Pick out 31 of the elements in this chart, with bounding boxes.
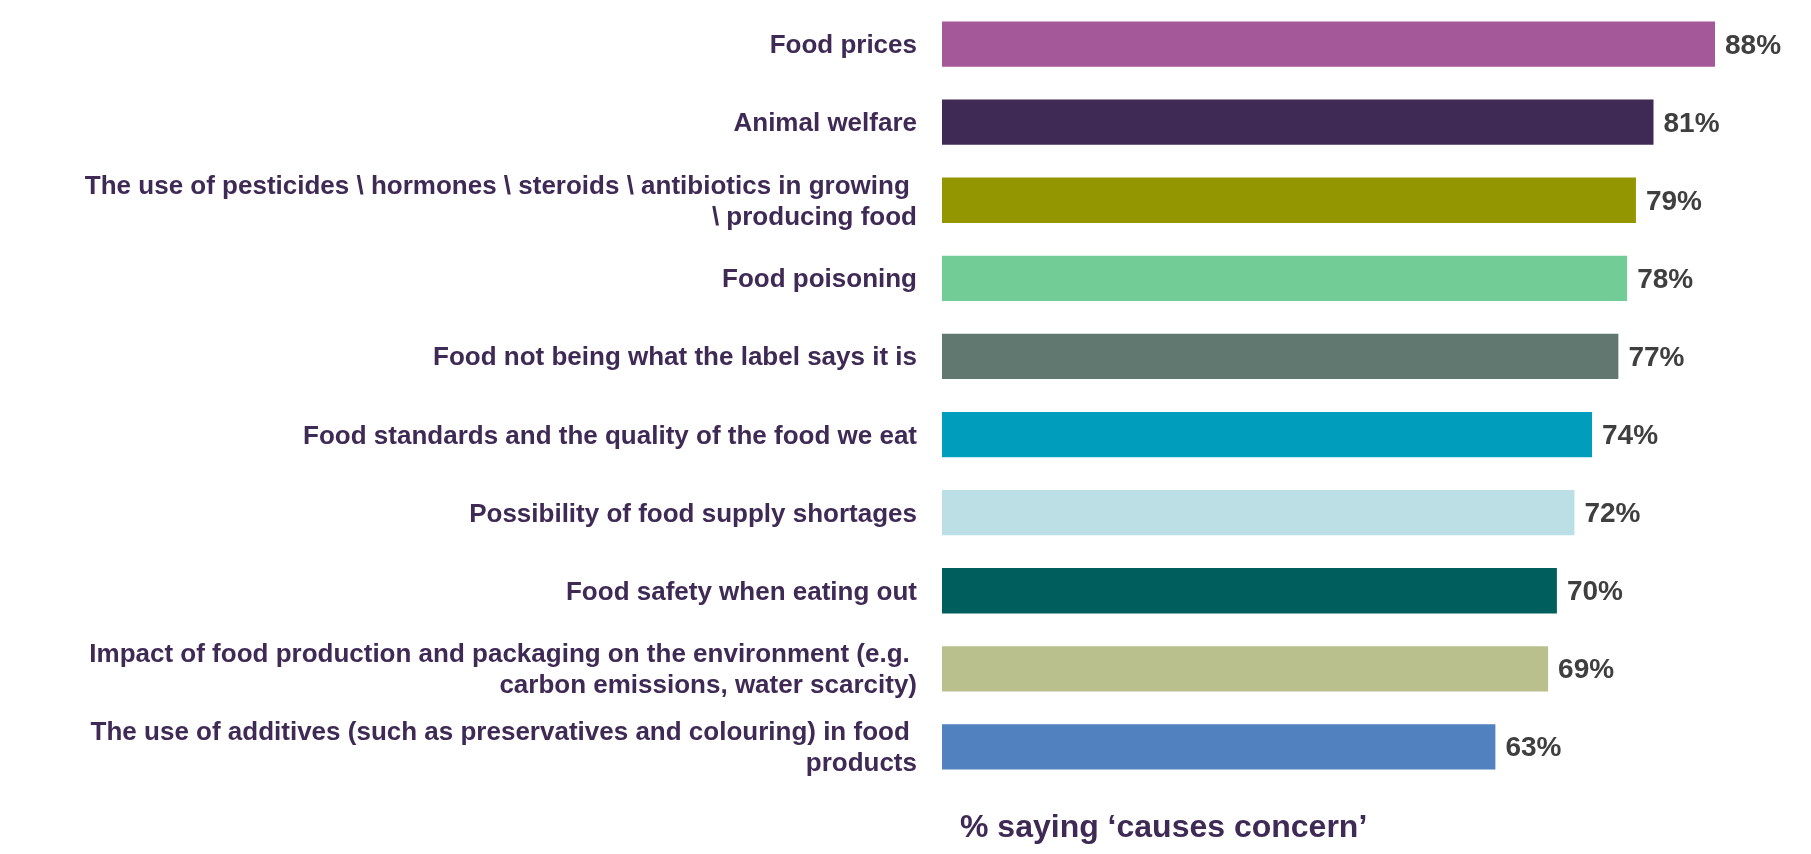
bar	[942, 568, 1557, 614]
y-tick-label: The use of pesticides \ hormones \ steroids \ antibiotics in growing \ producing food	[84, 169, 917, 231]
data-label: 77%	[1628, 340, 1685, 372]
bar	[942, 724, 1496, 770]
data-label: 72%	[1584, 497, 1641, 529]
data-label: 63%	[1505, 731, 1562, 763]
bar	[942, 646, 1549, 692]
data-label: 78%	[1637, 262, 1694, 294]
data-label: 81%	[1663, 106, 1720, 138]
y-tick-label: The use of additives (such as preservatives and colouring) in food products	[90, 716, 917, 778]
bar	[942, 177, 1636, 223]
y-tick-label: Food safety when eating out	[565, 575, 918, 606]
y-tick-label: Food standards and the quality of the food we eat	[303, 419, 918, 450]
bar	[942, 255, 1628, 301]
y-tick-label: Food poisoning	[722, 263, 917, 294]
bar	[942, 333, 1619, 380]
data-label: 88%	[1725, 28, 1782, 60]
y-tick-label: Impact of food production and packaging on the environment (e.g. carbon emissions, water scarcity)	[89, 638, 917, 700]
bar	[942, 21, 1715, 67]
bar	[942, 99, 1654, 145]
x-axis-title: % saying ‘causes concern’	[960, 808, 1368, 844]
data-label: 74%	[1602, 419, 1659, 451]
data-label: 69%	[1558, 653, 1615, 685]
data-label: 79%	[1645, 184, 1703, 216]
data-label: 70%	[1566, 575, 1624, 607]
bar	[942, 411, 1593, 458]
y-tick-label: Possibility of food supply shortages	[469, 497, 917, 528]
y-tick-label: Food prices	[769, 29, 917, 60]
y-tick-label: Food not being what the label says it is	[433, 341, 917, 372]
bar	[942, 490, 1575, 536]
y-tick-label: Animal welfare	[733, 107, 917, 138]
